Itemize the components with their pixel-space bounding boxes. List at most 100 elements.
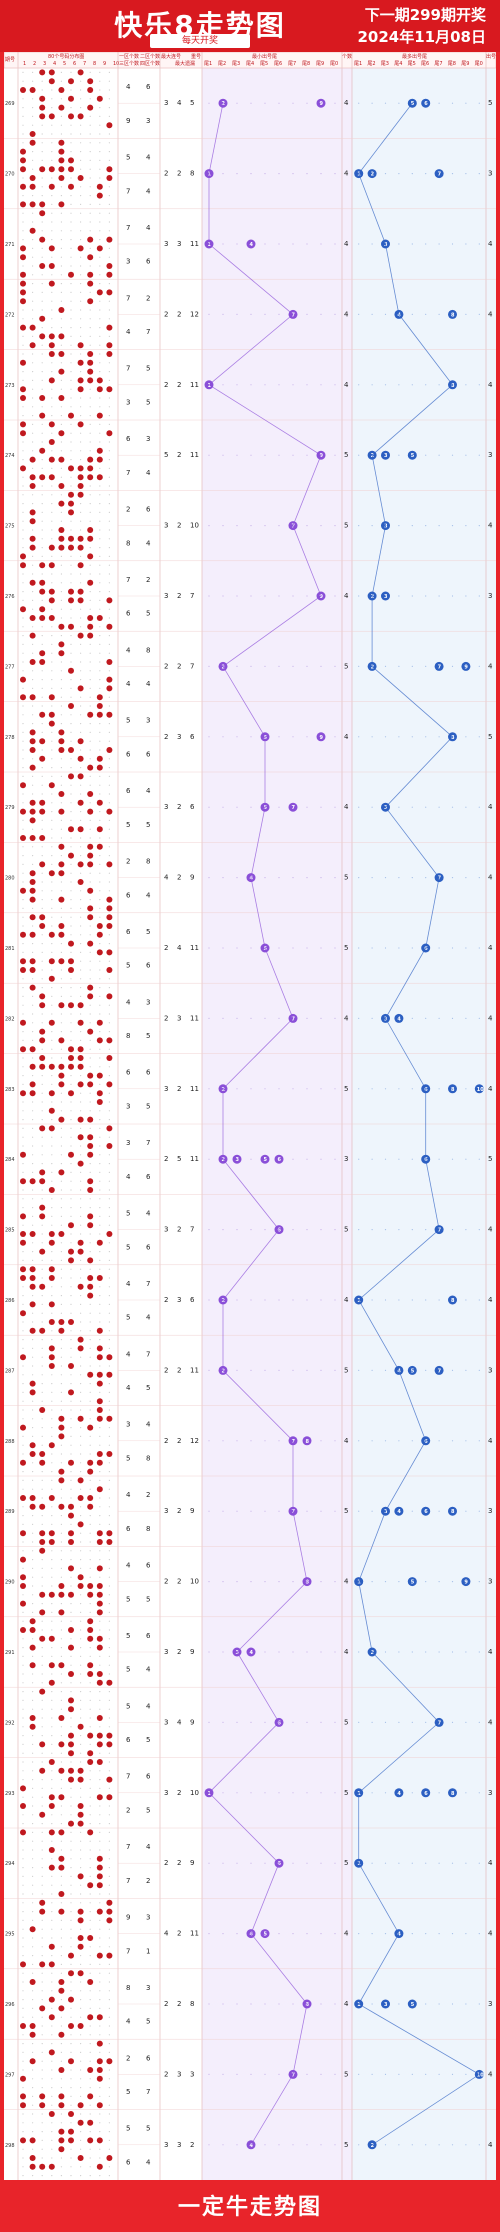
empty-slot-dot	[22, 1990, 24, 1992]
empty-slot-dot	[51, 151, 53, 153]
empty-slot-dot	[32, 1189, 34, 1191]
empty-slot-dot	[108, 740, 110, 742]
empty-slot-dot	[99, 723, 101, 725]
empty-slot-dot	[99, 1066, 101, 1068]
max-tail-empty	[384, 736, 387, 738]
empty-slot-dot	[60, 591, 63, 593]
min-tail-empty	[334, 173, 336, 175]
empty-slot-dot	[80, 1427, 82, 1429]
empty-slot-dot	[41, 159, 43, 161]
empty-slot-dot	[80, 1110, 82, 1112]
empty-slot-dot	[70, 1875, 72, 1877]
empty-slot-dot	[41, 1858, 43, 1860]
empty-slot-dot	[32, 1867, 34, 1869]
max-tail-empty	[438, 1299, 440, 1301]
empty-slot-dot	[70, 71, 72, 73]
min-tail-empty	[208, 736, 210, 738]
empty-slot-dot	[51, 520, 53, 522]
empty-slot-dot	[60, 767, 63, 769]
max-tail-empty	[425, 1229, 427, 1231]
zone3-count: 8	[126, 1032, 130, 1040]
empty-slot-dot	[80, 652, 82, 654]
empty-slot-dot	[60, 115, 63, 117]
min-count-value: 4	[344, 1014, 349, 1022]
period-label: 298	[5, 2143, 15, 2149]
number-ball	[106, 236, 113, 243]
min-tail-empty	[250, 1792, 252, 1794]
empty-slot-dot	[22, 1655, 24, 1657]
number-ball	[39, 1407, 46, 1413]
number-ball	[48, 1319, 55, 1325]
number-ball	[58, 2146, 65, 2153]
max-tail-ball	[421, 1506, 431, 1516]
zone2-count: 4	[146, 1421, 151, 1429]
empty-slot-dot	[70, 1039, 72, 1041]
empty-slot-dot	[41, 1796, 43, 1798]
min-tail-empty	[292, 1862, 294, 1864]
empty-slot-dot	[99, 230, 101, 232]
number-ball	[106, 1679, 113, 1686]
max-tail-empty	[451, 243, 454, 245]
empty-slot-dot	[89, 1559, 91, 1561]
number-ball	[58, 1583, 65, 1589]
empty-slot-dot	[70, 1990, 72, 1992]
header-dist-col: 9	[103, 61, 106, 67]
max-tail-empty	[371, 1792, 373, 1794]
number-ball	[29, 1178, 36, 1185]
empty-slot-dot	[108, 283, 110, 285]
empty-slot-dot	[32, 221, 34, 223]
empty-slot-dot	[22, 1673, 24, 1675]
max-consec-value: 4	[164, 1930, 169, 1938]
empty-slot-dot	[80, 291, 82, 293]
empty-slot-dot	[99, 2175, 101, 2177]
min-count-value: 4	[344, 170, 349, 178]
period-label: 272	[5, 312, 15, 318]
number-ball	[106, 923, 113, 929]
min-tail-empty	[222, 313, 224, 315]
empty-slot-dot	[80, 951, 82, 954]
empty-slot-dot	[99, 1893, 101, 1895]
empty-slot-dot	[41, 467, 43, 469]
empty-slot-dot	[108, 1805, 110, 1807]
number-ball	[20, 157, 26, 164]
number-ball	[77, 2119, 84, 2126]
number-ball	[77, 1160, 84, 1167]
empty-slot-dot	[89, 1955, 91, 1957]
number-ball	[68, 1706, 74, 1713]
empty-slot-dot	[70, 1198, 72, 1200]
min-tail-empty	[250, 595, 252, 597]
empty-slot-dot	[22, 1523, 24, 1525]
empty-slot-dot	[41, 599, 43, 602]
empty-slot-dot	[70, 802, 72, 804]
empty-slot-dot	[70, 1840, 72, 1842]
max-tail-empty	[465, 1158, 467, 1160]
empty-slot-dot	[99, 837, 101, 839]
min-tail-empty	[236, 454, 238, 456]
max-tail-empty	[384, 313, 387, 315]
empty-slot-dot	[108, 872, 110, 874]
max-consec-value: 3	[164, 1648, 168, 1656]
max-tail-empty	[384, 1862, 387, 1864]
empty-slot-dot	[51, 1506, 53, 1508]
min-count-value: 5	[344, 2141, 348, 2149]
empty-slot-dot	[80, 265, 82, 267]
empty-slot-dot	[22, 1937, 24, 1939]
number-ball	[20, 280, 26, 287]
empty-slot-dot	[99, 1339, 101, 1341]
min-tail-ball-label: 9	[320, 101, 324, 107]
min-tail-ball-label: 4	[250, 2143, 254, 2149]
min-tail-empty	[208, 1581, 210, 1583]
max-tail-empty	[451, 947, 454, 949]
min-tail-empty	[306, 313, 308, 315]
empty-slot-dot	[51, 907, 53, 910]
number-ball	[87, 104, 94, 111]
empty-slot-dot	[99, 274, 101, 276]
empty-slot-dot	[32, 494, 34, 496]
min-tail-empty	[264, 454, 266, 456]
zone1-count: 4	[126, 1350, 131, 1358]
number-ball	[68, 1750, 74, 1757]
min-tail-empty	[334, 1792, 336, 1794]
max-count-value: 4	[488, 240, 493, 248]
empty-slot-dot	[22, 1761, 24, 1763]
empty-slot-dot	[60, 2122, 63, 2124]
